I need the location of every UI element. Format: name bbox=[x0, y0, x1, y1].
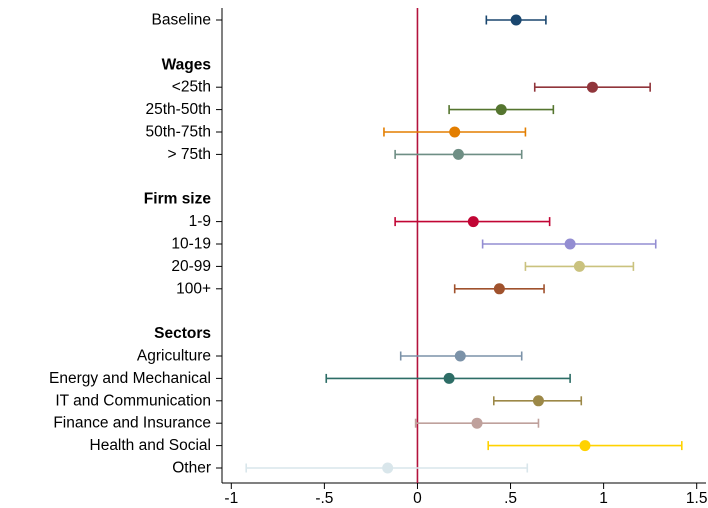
x-tick-label-1: -.5 bbox=[315, 490, 333, 507]
y-tick-label-finance-and-insurance: Finance and Insurance bbox=[53, 415, 211, 432]
y-tick-label-20-99: 20-99 bbox=[171, 258, 211, 275]
y-tick-label-25th-50th: 25th-50th bbox=[146, 101, 212, 118]
y-tick-label-75th: > 75th bbox=[167, 146, 211, 163]
point-estimate-agriculture bbox=[454, 350, 466, 362]
y-tick-label-baseline: Baseline bbox=[152, 12, 211, 29]
point-estimate-1-9 bbox=[467, 216, 479, 228]
point-estimate-10-19 bbox=[564, 238, 576, 250]
point-estimate-100 bbox=[493, 283, 505, 295]
point-estimate-finance-and-insurance bbox=[471, 417, 483, 429]
y-tick-label-50th-75th: 50th-75th bbox=[146, 124, 212, 141]
point-estimate-25th-50th bbox=[495, 104, 507, 116]
x-tick-label-0: -1 bbox=[224, 490, 238, 507]
x-tick-label-4: 1 bbox=[599, 490, 608, 507]
point-estimate-energy-and-mechanical bbox=[443, 372, 455, 384]
y-tick-label-1-9: 1-9 bbox=[189, 213, 211, 230]
group-header-wages: Wages bbox=[162, 56, 211, 73]
y-tick-label-health-and-social: Health and Social bbox=[90, 437, 212, 454]
x-tick-label-2: 0 bbox=[413, 490, 422, 507]
y-tick-label-other: Other bbox=[172, 460, 211, 477]
y-tick-label-25th: <25th bbox=[172, 79, 211, 96]
x-tick-label-3: .5 bbox=[504, 490, 517, 507]
x-tick-label-5: 1.5 bbox=[686, 490, 708, 507]
group-header-sectors: Sectors bbox=[154, 325, 211, 342]
point-estimate-25th bbox=[586, 81, 598, 93]
x-ticks-layer: -1 -.5 0 .5 1 1.5 bbox=[224, 483, 707, 507]
y-tick-label-energy-and-mechanical: Energy and Mechanical bbox=[49, 370, 211, 387]
point-estimate-50th-75th bbox=[449, 126, 461, 138]
group-header-firm-size: Firm size bbox=[144, 191, 212, 208]
y-tick-label-100: 100+ bbox=[176, 280, 211, 297]
y-tick-label-agriculture: Agriculture bbox=[137, 348, 211, 365]
point-estimate-75th bbox=[452, 148, 464, 160]
point-estimate-health-and-social bbox=[579, 440, 591, 452]
point-estimate-baseline bbox=[510, 14, 522, 26]
point-estimate-it-and-communication bbox=[532, 395, 544, 407]
rows-layer: Baseline Wages <25th 25th-50th 50th-75th > 75… bbox=[49, 12, 683, 477]
point-estimate-20-99 bbox=[573, 260, 585, 272]
y-tick-label-it-and-communication: IT and Communication bbox=[55, 392, 211, 409]
y-tick-label-10-19: 10-19 bbox=[171, 236, 211, 253]
point-estimate-other bbox=[382, 462, 394, 474]
